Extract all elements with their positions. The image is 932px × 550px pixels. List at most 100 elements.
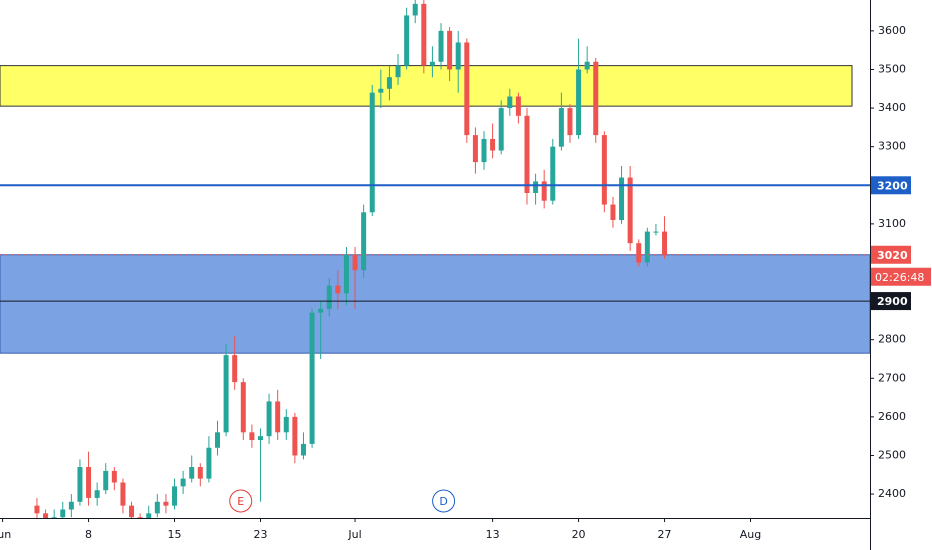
candle-body (524, 115, 530, 193)
countdown-badge (871, 267, 931, 286)
candle-body (619, 177, 625, 221)
candle-body (34, 505, 40, 514)
candle-body (421, 3, 427, 66)
candle-body (386, 77, 392, 89)
candle-body (567, 108, 573, 136)
x-tick-label: 15 (168, 528, 182, 541)
candle-body (490, 138, 496, 151)
candle-body (584, 61, 590, 70)
x-tick-label: Aug (740, 528, 761, 541)
candle-body (533, 181, 539, 193)
y-tick-label: 3400 (878, 101, 906, 114)
y-tick-label: 3600 (878, 24, 906, 37)
candle-body (404, 15, 410, 66)
candle-body (189, 467, 195, 479)
candle-body (163, 501, 169, 506)
candle-body (180, 478, 186, 487)
candle-body (206, 447, 212, 479)
candle-body (481, 138, 487, 163)
candle-body (558, 108, 564, 147)
candle-body (610, 204, 616, 221)
candle-body (111, 470, 117, 483)
candle-body (550, 146, 556, 201)
y-tick-label: 3300 (878, 140, 906, 153)
candle-body (197, 467, 203, 479)
candle-body (644, 231, 650, 263)
candle-body (146, 513, 152, 522)
x-tick-label: 8 (85, 528, 92, 541)
candle-body (223, 355, 229, 433)
candle-body (103, 470, 109, 491)
candle-body (472, 135, 478, 163)
candle-body (464, 42, 470, 136)
candle-body (172, 486, 178, 506)
candle-body (326, 285, 332, 309)
candle-body (335, 285, 341, 294)
candle-body (249, 432, 255, 441)
candle-body (283, 416, 289, 433)
level-badge (871, 176, 911, 195)
candle-body (60, 509, 66, 518)
last-price-badge (871, 245, 911, 264)
last-price-badge-label: 3020 (877, 249, 908, 262)
candle-body (636, 243, 642, 263)
candle-body (361, 212, 367, 271)
candle-body (447, 30, 453, 70)
x-tick-label: Jul (347, 528, 361, 541)
x-tick-label: 13 (486, 528, 500, 541)
zone (0, 254, 871, 354)
candle-body (412, 3, 418, 16)
candle-body (601, 135, 607, 205)
candle-body (232, 355, 238, 383)
candle-body (257, 436, 263, 441)
candle-body (498, 108, 504, 151)
zone (0, 65, 853, 107)
y-tick-label: 3100 (878, 217, 906, 230)
y-tick-label: 2400 (878, 487, 906, 500)
candle-body (378, 88, 384, 93)
event-marker (432, 489, 456, 513)
x-tick-label: Jun (0, 528, 11, 541)
candle-body (300, 443, 306, 456)
candle-body (395, 65, 401, 78)
candle-body (662, 231, 668, 255)
candle-body (593, 61, 599, 136)
candle-body (309, 312, 315, 444)
candle-body (154, 501, 160, 514)
candle-body (653, 231, 659, 233)
candle-body (292, 416, 298, 456)
candle-body (43, 513, 49, 522)
candle-body (507, 96, 513, 109)
candle-body (68, 501, 74, 510)
y-tick-label: 3500 (878, 62, 906, 75)
event-marker (229, 489, 253, 513)
candle-body (515, 96, 521, 116)
event-label: D (439, 495, 447, 508)
x-tick-label: 20 (572, 528, 586, 541)
level-badge (871, 292, 911, 311)
y-tick-label: 2500 (878, 448, 906, 461)
candle-body (352, 254, 358, 271)
candle-body (240, 382, 246, 433)
y-tick-label: 2700 (878, 371, 906, 384)
candle-body (94, 490, 100, 498)
candle-body (129, 505, 135, 518)
candle-body (627, 177, 633, 244)
candle-body (369, 92, 375, 213)
candle-body (266, 401, 272, 437)
candle-body (576, 69, 582, 136)
event-label: E (237, 495, 244, 508)
candle-body (343, 254, 349, 294)
time-axis-bg (0, 518, 870, 550)
candle-body (215, 432, 220, 448)
candle-body (275, 401, 281, 433)
x-tick-label: 23 (253, 528, 267, 541)
candle-body (541, 181, 547, 201)
level-badge-label: 2900 (877, 295, 908, 308)
candle-body (429, 61, 435, 66)
candle-body (86, 467, 92, 498)
y-tick-label: 2600 (878, 410, 906, 423)
candle-body (120, 482, 126, 506)
level-badge-label: 3200 (877, 179, 908, 192)
